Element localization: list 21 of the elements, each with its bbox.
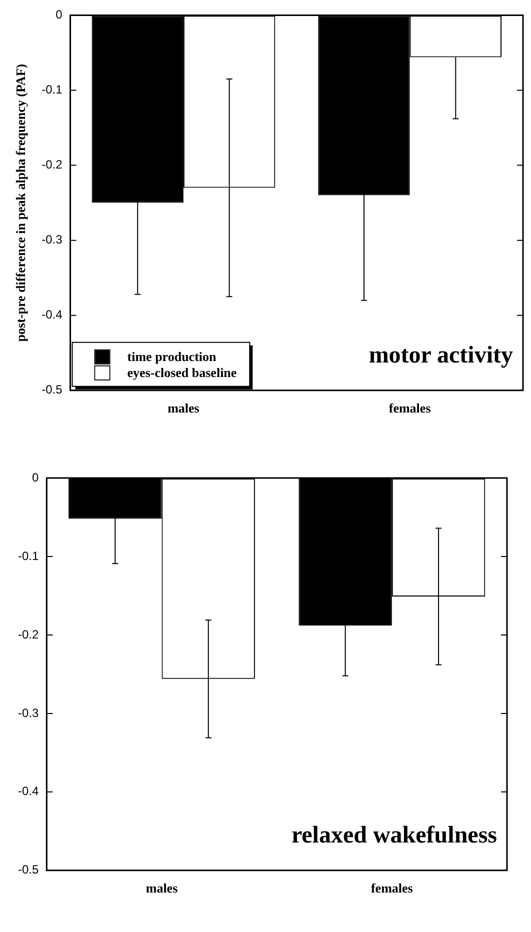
y-tick-label: -0.2 xyxy=(42,158,63,172)
y-tick-label: -0.1 xyxy=(42,82,63,97)
annotation: relaxed wakefulness xyxy=(291,822,497,849)
y-tick-label: 0 xyxy=(56,8,63,22)
y-tick-label: -0.5 xyxy=(18,862,39,877)
y-tick-label: -0.4 xyxy=(42,308,63,322)
annotation: motor activity xyxy=(368,342,513,369)
y-tick-label: 0 xyxy=(32,470,39,484)
y-tick-label: -0.3 xyxy=(42,232,63,247)
y-tick-label: -0.3 xyxy=(18,706,39,720)
y-tick-label: -0.2 xyxy=(18,627,39,642)
y-tick-label: -0.1 xyxy=(18,548,39,563)
x-tick-label: females xyxy=(388,400,431,416)
x-tick-label: males xyxy=(168,400,200,416)
legend-label: time production xyxy=(127,348,218,364)
y-tick-label: -0.5 xyxy=(42,382,63,397)
y-tick-label: -0.4 xyxy=(18,784,39,798)
x-tick-label: females xyxy=(370,880,413,896)
legend-label: eyes-closed baseline xyxy=(127,364,237,380)
x-tick-label: males xyxy=(146,880,178,896)
y-axis-title: post-pre difference in peak alpha frequency (PAF) xyxy=(13,64,28,342)
